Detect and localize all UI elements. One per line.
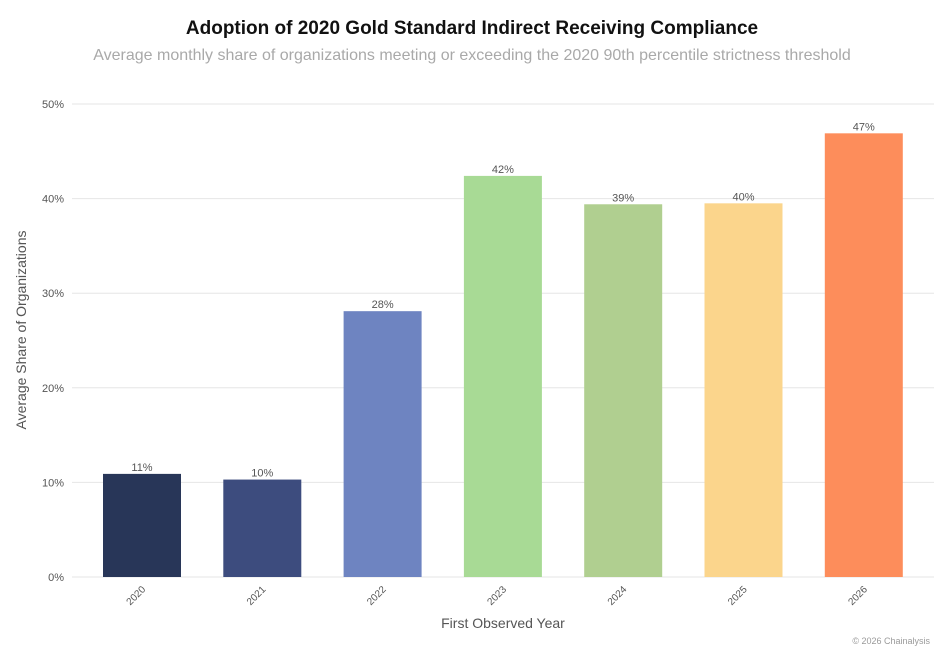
bar <box>824 133 903 578</box>
y-tick-label: 40% <box>42 194 64 206</box>
y-tick-label: 0% <box>48 572 64 584</box>
y-tick-label: 30% <box>42 288 64 300</box>
y-tick-label: 10% <box>42 477 64 489</box>
y-tick-label: 20% <box>42 383 64 395</box>
data-label: 11% <box>131 462 152 474</box>
x-tick-label: 2024 <box>606 584 630 608</box>
y-tick-labels: 0% 10% 20% 30% 40% 50% <box>42 99 64 584</box>
y-tick-label: 50% <box>42 99 64 111</box>
data-labels: 11% 10% 28% 42% 39% 40% 47% <box>131 121 875 479</box>
y-axis-title: Average Share of Organizations <box>13 231 29 430</box>
bar <box>584 204 663 577</box>
x-tick-label: 2026 <box>846 584 870 608</box>
bars <box>103 133 903 578</box>
x-tick-label: 2022 <box>365 584 389 608</box>
chart-subtitle: Average monthly share of organizations m… <box>93 47 851 64</box>
data-label: 42% <box>492 164 514 176</box>
copyright-notice: © 2026 Chainalysis <box>852 636 930 646</box>
bar <box>103 473 181 577</box>
bar <box>223 479 302 577</box>
x-tick-labels: 2020 2021 2022 2023 2024 2025 2026 <box>125 584 871 608</box>
x-tick-label: 2020 <box>125 584 149 608</box>
data-label: 28% <box>372 299 394 311</box>
x-axis-title: First Observed Year <box>441 615 565 631</box>
data-label: 40% <box>732 191 754 203</box>
data-label: 47% <box>853 121 875 133</box>
x-tick-label: 2021 <box>245 584 269 608</box>
x-tick-label: 2023 <box>486 584 510 608</box>
bar <box>704 203 783 577</box>
x-tick-label: 2025 <box>726 584 750 608</box>
bar <box>343 311 422 577</box>
chart-title: Adoption of 2020 Gold Standard Indirect … <box>185 18 759 39</box>
bar <box>463 175 542 577</box>
data-label: 39% <box>612 192 634 204</box>
data-label: 10% <box>251 468 273 480</box>
